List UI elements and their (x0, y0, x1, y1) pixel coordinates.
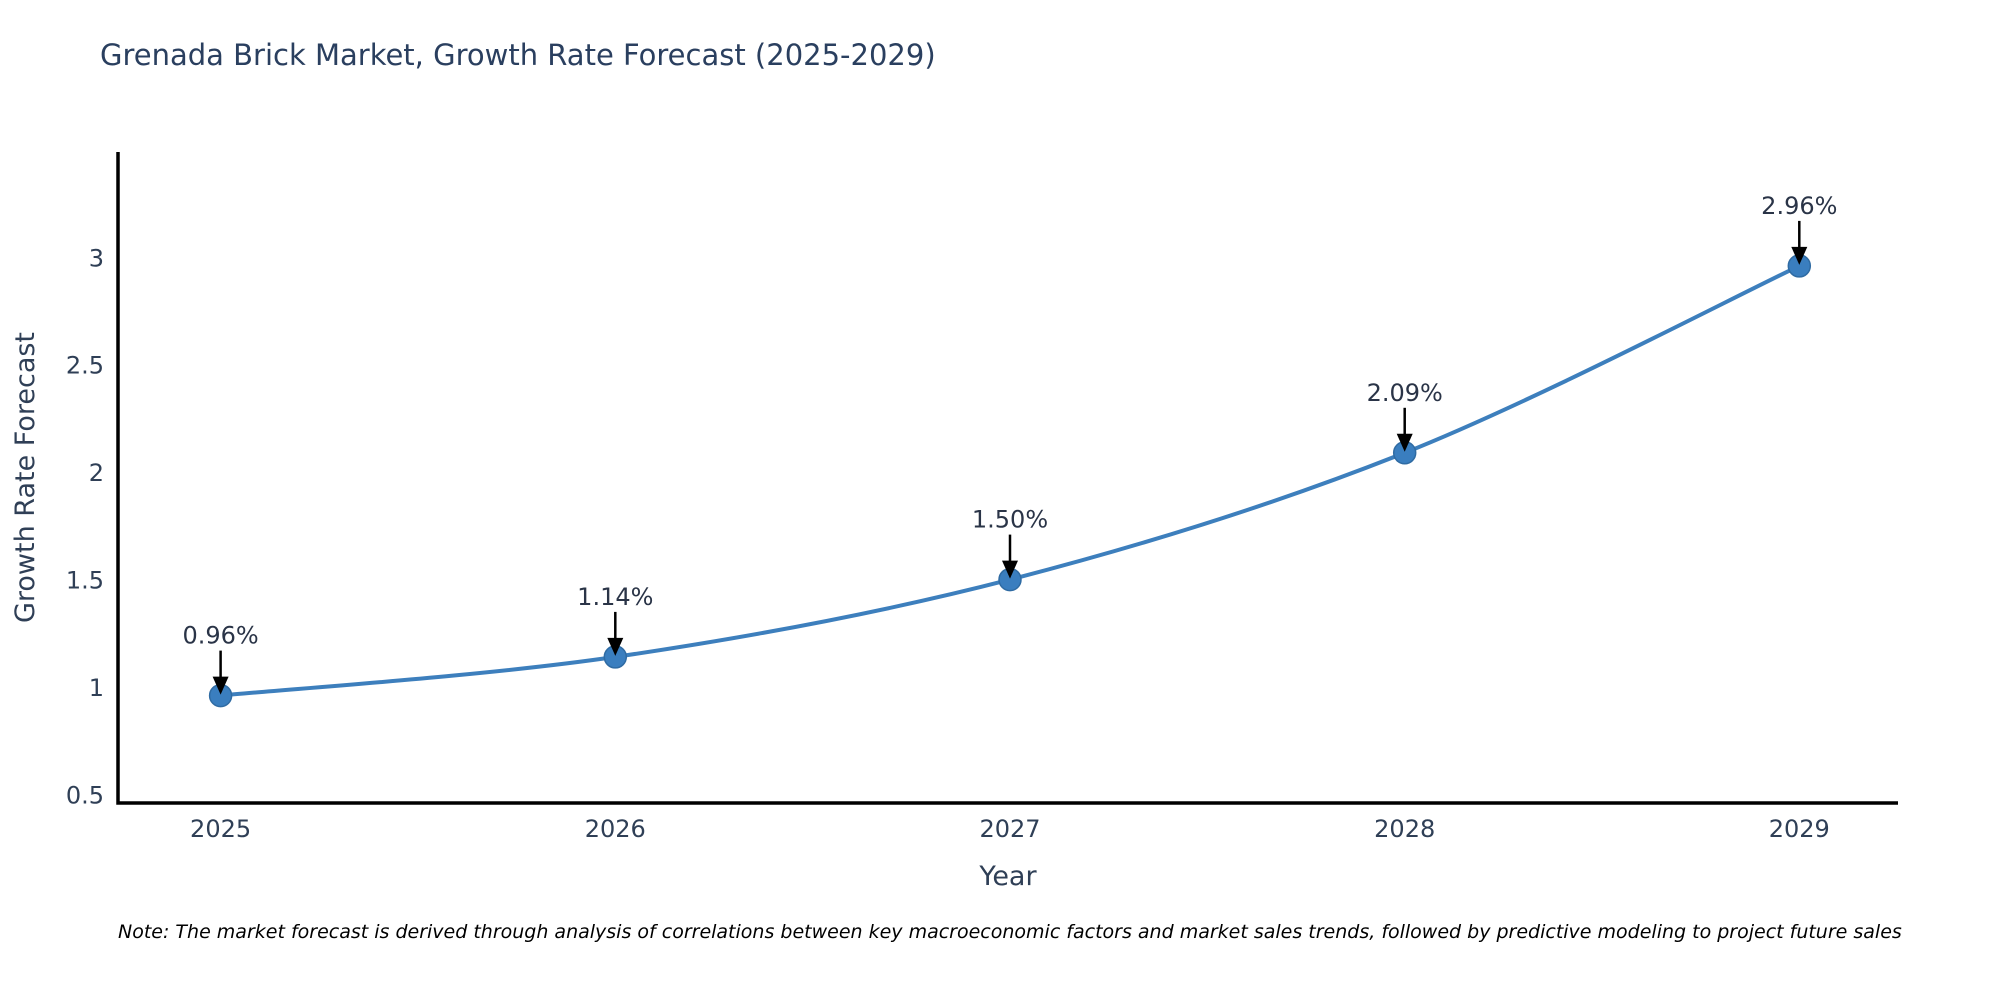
annotation-arrowhead (1002, 560, 1018, 579)
y-tick-label: 1.5 (66, 567, 104, 595)
y-tick-label: 1 (89, 674, 104, 702)
y-axis-title: Growth Rate Forecast (10, 332, 41, 623)
point-value-label: 1.50% (972, 506, 1048, 534)
y-tick-label: 3 (89, 244, 104, 272)
axis-spines (116, 152, 1898, 805)
annotation-arrowhead (1396, 433, 1413, 452)
x-tick-label: 2029 (1769, 815, 1830, 843)
y-tick-label: 2 (89, 459, 104, 487)
annotation-arrowhead (212, 676, 229, 695)
forecast-line (218, 263, 1802, 698)
point-value-label: 1.14% (577, 583, 653, 611)
chart-title: Grenada Brick Market, Growth Rate Foreca… (100, 38, 936, 72)
y-tick-label: 2.5 (66, 352, 104, 380)
x-tick-label: 2027 (979, 815, 1040, 843)
annotation-arrowhead (1791, 246, 1808, 265)
y-tick-label: 0.5 (66, 781, 104, 809)
x-tick-label: 2028 (1374, 815, 1435, 843)
x-tick-label: 2026 (585, 815, 646, 843)
point-value-label: 2.96% (1761, 192, 1837, 220)
point-value-label: 2.09% (1367, 379, 1443, 407)
footnote: Note: The market forecast is derived thr… (118, 921, 1902, 943)
x-axis-title: Year (978, 861, 1037, 892)
x-tick-label: 2025 (190, 815, 251, 843)
point-value-label: 0.96% (182, 622, 258, 650)
annotation-arrowhead (607, 637, 624, 656)
